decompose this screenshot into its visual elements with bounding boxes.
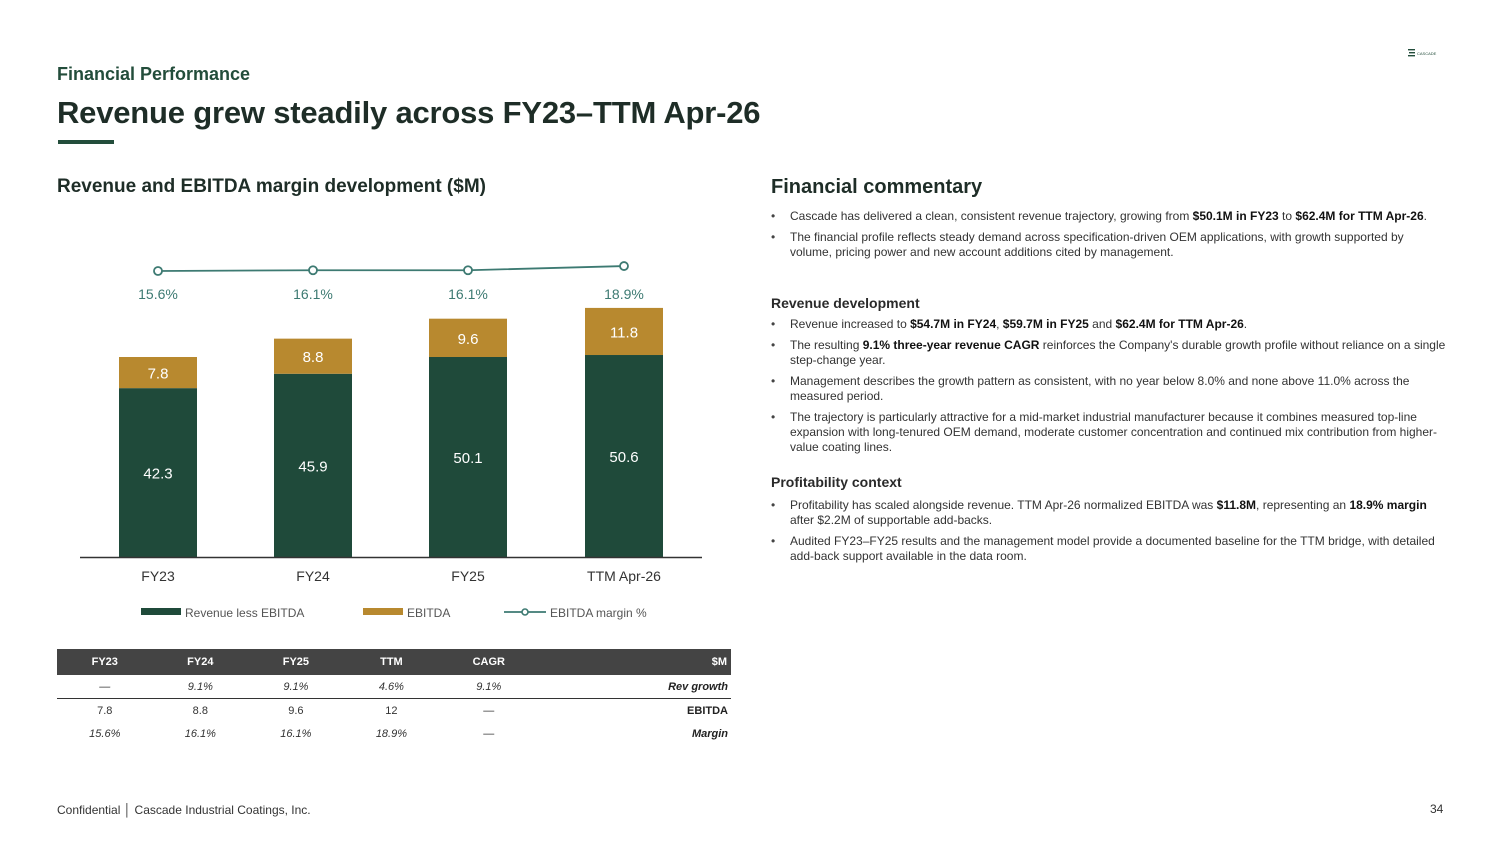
table-cell: 4.6% xyxy=(343,675,440,699)
data-label-revenue-less-ebitda: 50.6 xyxy=(609,449,638,466)
table-cell: — xyxy=(483,704,495,717)
commentary-bullet: The financial profile reflects steady de… xyxy=(771,230,1446,260)
profitability-bullet: Audited FY23–FY25 results and the manage… xyxy=(771,534,1446,564)
profitability-heading: Profitability context xyxy=(771,474,902,490)
col-fy24: FY24 xyxy=(152,649,249,675)
margin-label: 18.9% xyxy=(604,286,644,302)
margin-point xyxy=(619,261,629,271)
revenue-ebitda-chart: 42.3 7.8 FY23 45.9 8.8 FY24 50.1 9.6 FY25 50.6 11.… xyxy=(80,261,702,620)
table-cell: 16.1% xyxy=(184,727,216,740)
table-cell: 9.6 xyxy=(288,704,304,717)
margin-label: 15.6% xyxy=(138,286,178,302)
bar-revenue-less-ebitda xyxy=(119,388,197,557)
table-cell: 9.1% xyxy=(152,675,249,699)
table-row: — 9.1% 9.1% 4.6% 9.1% Rev growth xyxy=(57,675,731,699)
profitability-list: Profitability has scaled alongside reven… xyxy=(771,498,1446,570)
data-label-ebitda: 8.8 xyxy=(303,349,324,366)
table-cell: 16.1% xyxy=(280,727,312,740)
row-label-margin: Margin xyxy=(691,727,728,740)
data-label-ebitda: 7.8 xyxy=(148,366,169,383)
row-label-ebitda: EBITDA xyxy=(687,704,728,717)
legend-label-revenue-less-ebitda: Revenue less EBITDA xyxy=(185,606,304,620)
table-cell: 12 xyxy=(385,704,398,717)
revenue-list: Revenue increased to $54.7M in FY24, $59… xyxy=(771,317,1446,461)
chart-title: Revenue and EBITDA margin development ($… xyxy=(57,176,486,197)
commentary-bullet: Cascade has delivered a clean, consisten… xyxy=(771,209,1446,224)
margin-label: 16.1% xyxy=(448,286,488,302)
legend-swatch-ebitda xyxy=(363,608,403,615)
table-cell: 9.1% xyxy=(248,675,344,699)
page-number: 34 xyxy=(1430,802,1444,816)
table-cell: 9.1% xyxy=(439,675,539,699)
section-eyebrow: Financial Performance xyxy=(57,64,251,84)
table-cell: 15.6% xyxy=(89,727,121,740)
legend-swatch-margin-point xyxy=(521,608,529,616)
x-tick-label: FY24 xyxy=(296,568,330,584)
commentary-title: Financial commentary xyxy=(771,176,983,198)
table-header-row: FY23 FY24 FY25 TTM CAGR $M xyxy=(57,649,731,675)
profitability-bullet: Profitability has scaled alongside reven… xyxy=(771,498,1446,528)
legend-swatch-revenue-less-ebitda xyxy=(141,608,181,615)
x-tick-label: FY25 xyxy=(451,568,485,584)
table-row: 7.8 8.8 9.6 12 — EBITDA xyxy=(57,699,731,723)
data-label-revenue-less-ebitda: 42.3 xyxy=(143,466,172,483)
table-cell: 7.8 xyxy=(97,704,113,717)
financial-table: FY23 FY24 FY25 TTM CAGR $M — 9.1% 9.1% 4… xyxy=(57,649,731,745)
row-label-rev-growth: Rev growth xyxy=(538,675,731,699)
legend-label-ebitda: EBITDA xyxy=(407,606,450,620)
margin-point xyxy=(308,265,318,276)
revenue-bullet: The resulting 9.1% three-year revenue CA… xyxy=(771,338,1446,368)
revenue-bullet: The trajectory is particularly attractiv… xyxy=(771,410,1446,455)
x-tick-label: TTM Apr-26 xyxy=(587,568,661,584)
commentary-intro-list: Cascade has delivered a clean, consisten… xyxy=(771,209,1446,266)
bar-ebitda xyxy=(429,318,507,358)
margin-point xyxy=(463,265,473,276)
revenue-bullet: Revenue increased to $54.7M in FY24, $59… xyxy=(771,317,1446,332)
table-cell: — xyxy=(57,675,153,699)
data-label-revenue-less-ebitda: 45.9 xyxy=(298,458,327,475)
page-title: Revenue grew steadily across FY23–TTM Ap… xyxy=(57,95,761,130)
col-ttm: TTM xyxy=(343,649,440,675)
company-logo: CASCADE xyxy=(1408,45,1440,57)
bar-revenue-less-ebitda xyxy=(429,357,507,557)
footer-confidential: Confidential │ Cascade Industrial Coatin… xyxy=(57,803,311,817)
table-row: 15.6% 16.1% 16.1% 18.9% — Margin xyxy=(57,722,731,745)
title-underline xyxy=(58,140,114,144)
data-label-revenue-less-ebitda: 50.1 xyxy=(453,450,482,467)
revenue-bullet: Management describes the growth pattern … xyxy=(771,374,1446,404)
bar-ebitda xyxy=(274,338,352,374)
data-label-ebitda: 11.8 xyxy=(610,324,638,341)
col-fy23: FY23 xyxy=(57,649,153,675)
x-tick-label: FY23 xyxy=(141,568,175,584)
bar-ebitda xyxy=(119,357,197,389)
col-fy25: FY25 xyxy=(248,649,344,675)
bar-ebitda xyxy=(585,307,663,356)
data-label-ebitda: 9.6 xyxy=(458,331,479,348)
table-cell: — xyxy=(483,727,495,740)
bar-revenue-less-ebitda xyxy=(585,355,663,557)
revenue-heading: Revenue development xyxy=(771,295,920,311)
legend-label-margin: EBITDA margin % xyxy=(550,606,647,620)
margin-line xyxy=(157,265,625,272)
col-cagr: CAGR xyxy=(439,649,539,675)
logo-text: CASCADE xyxy=(1417,51,1437,56)
table-cell: 8.8 xyxy=(192,704,208,717)
bar-revenue-less-ebitda xyxy=(274,373,352,557)
margin-label: 16.1% xyxy=(293,286,333,302)
table-cell: 18.9% xyxy=(375,727,408,740)
col-units: $M xyxy=(538,649,731,675)
margin-point xyxy=(153,266,163,276)
